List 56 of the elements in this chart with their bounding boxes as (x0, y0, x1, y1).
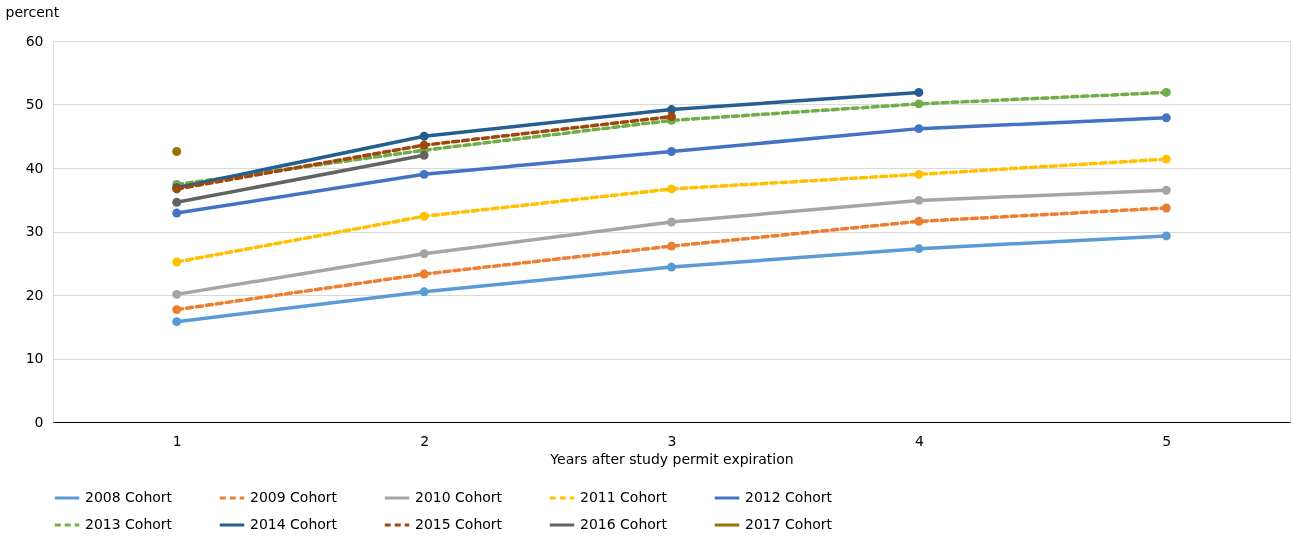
point (914, 195, 924, 205)
legend-label: 2011 Cohort (580, 489, 668, 505)
point (1161, 185, 1171, 195)
legend-label: 2017 Cohort (745, 516, 833, 532)
legend-label: 2015 Cohort (415, 516, 503, 532)
legend-label: 2013 Cohort (85, 516, 173, 532)
point (1161, 113, 1171, 123)
point (419, 150, 429, 160)
legend-label: 2010 Cohort (415, 489, 503, 505)
point (914, 99, 924, 109)
point (419, 131, 429, 141)
point (1161, 87, 1171, 97)
legend-label: 2014 Cohort (250, 516, 338, 532)
point (172, 289, 182, 299)
x-tick-label: 1 (172, 432, 182, 449)
point (419, 169, 429, 179)
point (914, 124, 924, 134)
y-tick-label: 50 (25, 96, 44, 112)
legend-label: 2008 Cohort (85, 489, 173, 505)
y-tick-label: 0 (34, 413, 44, 430)
x-tick-label: 2 (420, 432, 430, 449)
y-axis-title: percent (5, 3, 60, 20)
point (172, 197, 182, 207)
legend-label: 2009 Cohort (250, 489, 338, 505)
point (419, 211, 429, 221)
y-tick-label: 20 (25, 286, 44, 303)
point (419, 269, 429, 279)
x-tick-label: 4 (914, 432, 924, 449)
point (667, 262, 676, 272)
y-tick-label: 30 (25, 223, 44, 239)
point (172, 257, 182, 267)
point (1161, 154, 1171, 164)
x-tick-label: 5 (1162, 432, 1172, 449)
y-tick-label: 10 (25, 350, 44, 366)
point (667, 147, 676, 156)
point (667, 217, 676, 227)
point (667, 241, 676, 251)
y-tick-label: 60 (25, 32, 44, 49)
point (914, 244, 924, 254)
point (172, 317, 182, 327)
point (419, 287, 429, 297)
point (667, 184, 676, 194)
point (419, 249, 429, 259)
legend-label: 2016 Cohort (580, 516, 668, 532)
point (914, 216, 924, 226)
x-tick-label: 3 (667, 432, 677, 449)
point (1161, 203, 1171, 213)
point (914, 169, 924, 179)
legend-label: 2012 Cohort (745, 489, 833, 505)
point (172, 208, 182, 218)
x-axis-title: Years after study permit expiration (549, 450, 794, 467)
point (172, 305, 182, 315)
point (1161, 231, 1171, 241)
y-tick-label: 40 (25, 159, 44, 176)
point (419, 140, 429, 150)
point (914, 87, 924, 97)
